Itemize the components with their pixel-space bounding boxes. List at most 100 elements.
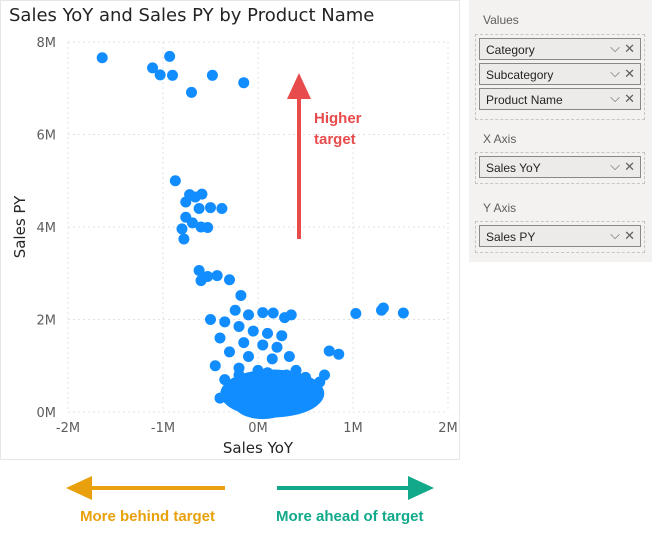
values-well[interactable]: Category ⌵ ✕ Subcategory ⌵ ✕ Product Nam… — [475, 34, 645, 120]
data-point — [205, 314, 216, 325]
y-axis-section-label: Y Axis — [483, 201, 517, 215]
close-icon[interactable]: ✕ — [624, 228, 635, 243]
y-axis-well[interactable]: Sales PY ⌵ ✕ — [475, 221, 645, 253]
field-pill-label: Subcategory — [486, 68, 554, 82]
data-point — [214, 332, 226, 344]
chevron-down-icon[interactable]: ⌵ — [610, 158, 620, 173]
data-point — [193, 203, 205, 214]
data-point — [216, 203, 228, 214]
data-point — [397, 307, 409, 319]
chevron-down-icon[interactable]: ⌵ — [610, 40, 620, 55]
data-point — [167, 69, 178, 81]
data-point — [300, 371, 311, 383]
x-tick-label: 0M — [248, 421, 268, 436]
data-point — [295, 385, 307, 397]
data-point — [281, 378, 292, 390]
data-point — [176, 223, 188, 235]
y-tick-label: 4M — [37, 221, 57, 236]
data-point — [350, 307, 362, 319]
field-pill-subcategory[interactable]: Subcategory ⌵ ✕ — [479, 63, 641, 85]
close-icon[interactable]: ✕ — [624, 66, 635, 81]
y-tick-label: 2M — [37, 314, 57, 329]
data-point — [285, 309, 297, 321]
data-point — [206, 69, 218, 81]
field-pill-product-name[interactable]: Product Name ⌵ ✕ — [479, 88, 641, 110]
data-point — [257, 339, 269, 351]
scatter-chart-visual[interactable]: Sales YoY and Sales PY by Product Name 0… — [0, 0, 460, 460]
field-pill-label: Category — [486, 43, 535, 57]
data-point — [323, 345, 335, 357]
x-tick-label: 1M — [343, 421, 363, 436]
data-point — [238, 337, 250, 349]
data-point — [205, 202, 216, 214]
ahead-arrow-head — [408, 476, 434, 500]
data-point — [147, 62, 159, 74]
data-point — [219, 374, 231, 386]
data-point — [229, 304, 241, 316]
data-point — [285, 393, 297, 405]
data-point — [214, 392, 226, 404]
data-point — [224, 346, 235, 358]
chart-title: Sales YoY and Sales PY by Product Name — [9, 5, 375, 26]
data-point — [96, 52, 108, 64]
data-point — [243, 309, 254, 321]
ahead-target-label: More ahead of target — [276, 508, 424, 525]
field-pill-label: Sales YoY — [486, 161, 541, 175]
close-icon[interactable]: ✕ — [624, 41, 635, 56]
data-point — [266, 353, 278, 365]
data-point — [247, 325, 259, 337]
y-tick-label: 8M — [37, 36, 57, 51]
higher-arrow-head — [287, 73, 311, 99]
chevron-down-icon[interactable]: ⌵ — [610, 90, 620, 105]
data-point — [196, 188, 208, 200]
field-pill-sales-py[interactable]: Sales PY ⌵ ✕ — [479, 225, 641, 247]
data-point — [186, 86, 197, 98]
y-axis-title: Sales PY — [11, 195, 29, 258]
data-point — [178, 233, 190, 245]
data-point — [209, 360, 221, 372]
data-point — [304, 390, 316, 402]
data-point — [257, 404, 269, 416]
field-pill-label: Product Name — [486, 93, 563, 107]
data-point — [238, 77, 250, 89]
data-point — [290, 364, 302, 376]
data-point — [243, 392, 254, 404]
x-axis-title: Sales YoY — [223, 439, 294, 457]
data-point — [266, 374, 278, 386]
y-tick-label: 0M — [37, 406, 57, 421]
data-point — [271, 341, 283, 353]
close-icon[interactable]: ✕ — [624, 91, 635, 106]
data-point — [164, 50, 176, 62]
data-point — [283, 351, 295, 362]
data-point — [224, 274, 235, 286]
close-icon[interactable]: ✕ — [624, 159, 635, 174]
x-tick-label: -2M — [56, 421, 80, 436]
scatter-plot[interactable]: 0M 2M 4M 6M 8M -2M -1M 0M 1M 2M Sales YoY Sales PY H… — [1, 1, 461, 461]
data-point — [281, 369, 292, 381]
higher-target-label-line1: Higher — [314, 110, 362, 127]
data-point — [262, 327, 273, 339]
x-tick-label: -1M — [151, 421, 175, 436]
behind-arrow-head — [66, 476, 92, 500]
y-tick-label: 6M — [37, 129, 57, 144]
field-pill-sales-yoy[interactable]: Sales YoY ⌵ ✕ — [479, 156, 641, 178]
data-point — [195, 275, 207, 287]
x-axis-well[interactable]: Sales YoY ⌵ ✕ — [475, 152, 645, 184]
data-point — [333, 348, 345, 360]
data-point — [233, 320, 245, 332]
data-point — [219, 316, 231, 328]
data-point — [252, 364, 264, 376]
higher-target-label-line2: target — [314, 131, 356, 148]
data-point — [154, 69, 166, 81]
field-pill-category[interactable]: Category ⌵ ✕ — [479, 38, 641, 60]
x-axis-section-label: X Axis — [483, 132, 517, 146]
chevron-down-icon[interactable]: ⌵ — [610, 65, 620, 80]
values-section-label: Values — [483, 13, 519, 27]
data-point — [235, 289, 247, 301]
data-point — [238, 378, 250, 390]
x-tick-label: 2M — [438, 421, 458, 436]
field-pill-label: Sales PY — [486, 230, 536, 244]
data-point — [193, 264, 205, 276]
chevron-down-icon[interactable]: ⌵ — [610, 227, 620, 242]
fields-pane: Values Category ⌵ ✕ Subcategory ⌵ ✕ Prod… — [469, 0, 652, 262]
